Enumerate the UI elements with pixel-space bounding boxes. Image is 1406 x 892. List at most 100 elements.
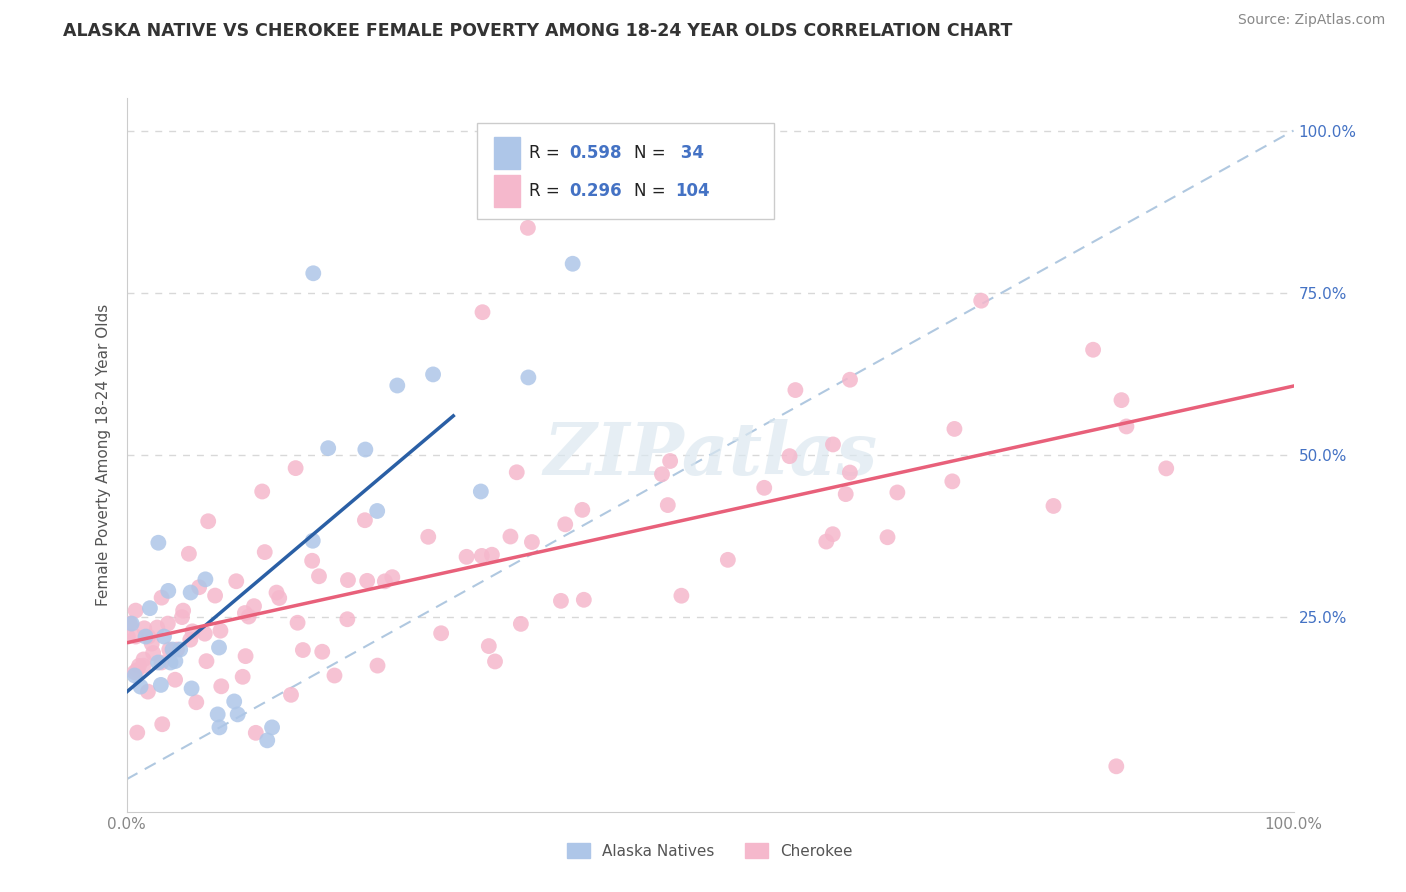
Point: [354, 513, 377, 527]
Text: R =: R =: [529, 182, 565, 200]
Point: [127, 663, 149, 677]
Point: [316, 441, 339, 455]
Point: [659, 454, 682, 468]
Point: [470, 484, 492, 499]
Point: [835, 487, 858, 501]
Point: [387, 378, 409, 392]
Text: N =: N =: [634, 182, 671, 200]
Point: [186, 695, 208, 709]
Point: [671, 589, 693, 603]
Point: [170, 610, 193, 624]
Point: [821, 527, 844, 541]
Point: [754, 481, 776, 495]
Bar: [494, 175, 520, 207]
Text: R =: R =: [529, 145, 565, 162]
Point: [517, 370, 540, 384]
Point: [172, 604, 194, 618]
Point: [238, 609, 260, 624]
Point: [354, 442, 377, 457]
Point: [121, 616, 143, 631]
Point: [136, 684, 159, 698]
Point: [481, 548, 503, 562]
Text: 34: 34: [675, 145, 704, 162]
Point: [159, 656, 181, 670]
Point: [1115, 419, 1137, 434]
Point: [301, 533, 323, 548]
Point: [165, 654, 187, 668]
Point: [117, 630, 139, 644]
Point: [209, 679, 232, 693]
Point: [280, 688, 302, 702]
Point: [141, 637, 163, 651]
Point: [225, 574, 247, 589]
Point: [157, 583, 180, 598]
Text: 0.598: 0.598: [569, 145, 621, 162]
Point: [520, 535, 543, 549]
Point: [208, 720, 231, 734]
FancyBboxPatch shape: [477, 123, 775, 219]
Point: [194, 572, 217, 586]
Point: [717, 553, 740, 567]
Point: [886, 485, 908, 500]
Point: [235, 649, 257, 664]
Point: [204, 589, 226, 603]
Point: [128, 659, 150, 673]
Point: [150, 717, 173, 731]
Point: [471, 549, 494, 563]
Point: [165, 673, 187, 687]
Text: ZIPatlas: ZIPatlas: [543, 419, 877, 491]
Point: [233, 606, 256, 620]
Point: [150, 591, 173, 605]
Point: [197, 514, 219, 528]
Point: [124, 630, 146, 644]
Point: [506, 465, 529, 479]
Point: [224, 694, 246, 708]
Point: [149, 678, 172, 692]
Point: [127, 725, 149, 739]
Point: [243, 599, 266, 614]
Point: [148, 535, 170, 549]
Point: [550, 594, 572, 608]
Point: [124, 668, 146, 682]
Point: [166, 642, 188, 657]
Point: [1111, 393, 1133, 408]
Point: [430, 626, 453, 640]
Text: ALASKA NATIVE VS CHEROKEE FEMALE POVERTY AMONG 18-24 YEAR OLDS CORRELATION CHART: ALASKA NATIVE VS CHEROKEE FEMALE POVERTY…: [63, 22, 1012, 40]
Point: [291, 643, 314, 657]
Point: [139, 601, 162, 615]
Point: [269, 591, 291, 605]
Point: [253, 545, 276, 559]
Point: [195, 654, 218, 668]
Point: [146, 656, 169, 670]
Point: [499, 529, 522, 543]
Point: [194, 626, 217, 640]
Point: [367, 658, 389, 673]
Point: [134, 621, 156, 635]
Point: [118, 616, 141, 631]
Point: [162, 642, 184, 657]
Point: [336, 612, 359, 626]
Point: [138, 630, 160, 644]
Point: [302, 266, 325, 280]
Text: 0.296: 0.296: [569, 182, 621, 200]
Point: [132, 658, 155, 673]
Point: [821, 437, 844, 451]
Point: [418, 530, 440, 544]
Point: [422, 368, 444, 382]
Point: [146, 620, 169, 634]
Point: [180, 681, 202, 696]
Point: [1105, 759, 1128, 773]
Point: [815, 534, 838, 549]
Y-axis label: Female Poverty Among 18-24 Year Olds: Female Poverty Among 18-24 Year Olds: [96, 304, 111, 606]
Point: [157, 642, 180, 657]
Point: [142, 646, 165, 660]
Point: [226, 707, 249, 722]
Point: [169, 642, 191, 657]
Point: [941, 475, 963, 489]
Point: [124, 604, 146, 618]
Point: [209, 624, 232, 638]
Point: [311, 645, 333, 659]
Point: [1081, 343, 1104, 357]
Point: [124, 665, 146, 680]
Text: Source: ZipAtlas.com: Source: ZipAtlas.com: [1237, 13, 1385, 28]
